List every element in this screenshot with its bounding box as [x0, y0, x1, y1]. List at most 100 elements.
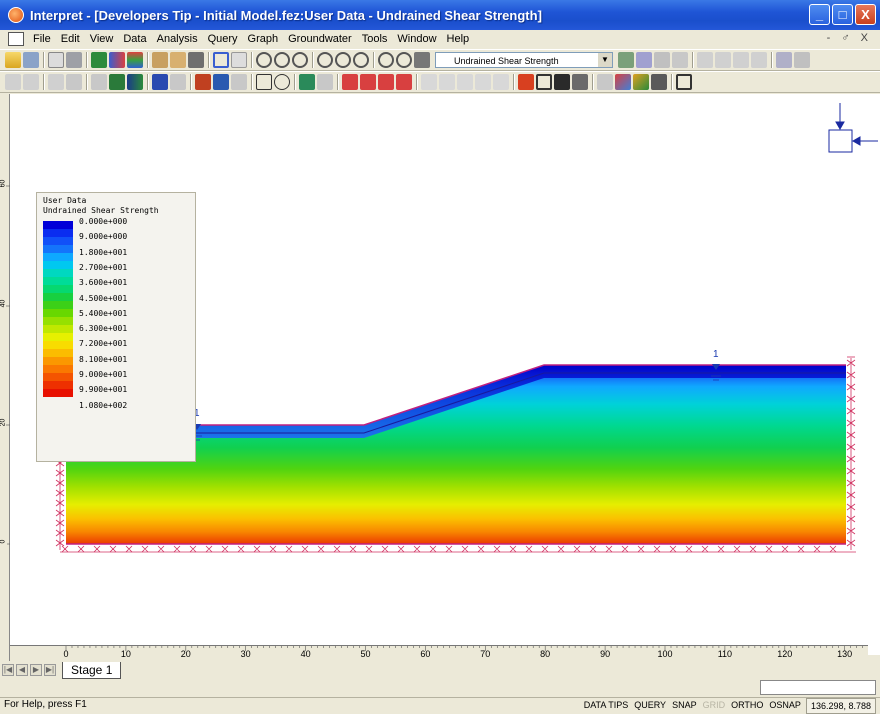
define-icon[interactable] — [91, 52, 107, 68]
menu-file[interactable]: File — [33, 33, 51, 45]
arc-icon[interactable] — [213, 74, 229, 90]
first-stage-button[interactable]: |◀ — [2, 664, 14, 676]
close-button[interactable]: X — [855, 4, 876, 25]
zoom-in-icon[interactable] — [274, 52, 290, 68]
insert-icon[interactable] — [457, 74, 473, 90]
ruler-icon[interactable] — [439, 74, 455, 90]
previous-stage-button[interactable]: ◀ — [16, 664, 28, 676]
palette-icon[interactable] — [633, 74, 649, 90]
mesh-icon[interactable] — [91, 74, 107, 90]
text-box-icon[interactable] — [299, 74, 315, 90]
chevron-down-icon[interactable]: ▼ — [598, 53, 612, 67]
fill-icon[interactable] — [317, 74, 333, 90]
print-preview-icon[interactable] — [48, 52, 64, 68]
frame-icon[interactable] — [213, 52, 229, 68]
properties-icon[interactable] — [493, 74, 509, 90]
status-grid[interactable]: GRID — [702, 700, 726, 710]
rectangle-icon[interactable] — [256, 74, 272, 90]
edit-vertices-icon[interactable] — [421, 74, 437, 90]
tools-icon[interactable] — [776, 52, 792, 68]
menu-graph[interactable]: Graph — [247, 33, 279, 45]
zoom-all-icon[interactable] — [414, 52, 430, 68]
fill-color-icon[interactable] — [615, 74, 631, 90]
zoom-window-icon[interactable] — [335, 52, 351, 68]
data-selector-dropdown[interactable]: Undrained Shear Strength ▼ — [435, 52, 613, 68]
mdi-controls[interactable]: - ♂ X — [826, 32, 872, 44]
model-canvas[interactable]: 1 1 — [0, 94, 880, 655]
document-icon[interactable] — [8, 32, 24, 46]
isochrones-icon[interactable] — [733, 52, 749, 68]
tab-stage-1[interactable]: Stage 1 — [62, 661, 122, 679]
zoom-objects-icon[interactable] — [256, 52, 272, 68]
deformed-mesh-icon[interactable] — [109, 74, 125, 90]
save-icon[interactable] — [23, 52, 39, 68]
delete-icon[interactable] — [475, 74, 491, 90]
delete-query-icon[interactable] — [672, 52, 688, 68]
soil-region[interactable] — [66, 365, 846, 544]
zoom-scale-icon[interactable] — [396, 52, 412, 68]
chart-icon[interactable] — [5, 74, 21, 90]
pen-icon[interactable] — [195, 74, 211, 90]
menu-analysis[interactable]: Analysis — [156, 33, 198, 45]
status-snap[interactable]: SNAP — [672, 700, 697, 710]
view-options-icon[interactable] — [676, 74, 692, 90]
menu-tools[interactable]: Tools — [361, 33, 388, 45]
layer-icon[interactable] — [572, 74, 588, 90]
zoom-out-icon[interactable] — [292, 52, 308, 68]
vectors-icon[interactable] — [715, 52, 731, 68]
arrow-icon[interactable] — [170, 74, 186, 90]
solve-icon[interactable] — [109, 52, 125, 68]
contour-legend[interactable]: User Data Undrained Shear Strength 0.000… — [36, 192, 196, 462]
legend-icon[interactable] — [66, 74, 82, 90]
status-ortho[interactable]: ORTHO — [731, 700, 764, 710]
axis-icon[interactable] — [518, 74, 534, 90]
display-options-icon[interactable] — [48, 74, 64, 90]
zoom-page-icon[interactable] — [317, 52, 333, 68]
image-icon[interactable] — [554, 74, 570, 90]
paste-icon[interactable] — [170, 52, 186, 68]
zoom-previous-icon[interactable] — [353, 52, 369, 68]
diamond-icon[interactable] — [360, 74, 376, 90]
status-osnap[interactable]: OSNAP — [769, 700, 801, 710]
graph-icon[interactable] — [636, 52, 652, 68]
ellipse-icon[interactable] — [274, 74, 290, 90]
color-icon[interactable] — [597, 74, 613, 90]
query-icon[interactable] — [618, 52, 634, 68]
menu-data[interactable]: Data — [123, 33, 147, 45]
settings-icon[interactable] — [794, 52, 810, 68]
menu-edit[interactable]: Edit — [60, 33, 80, 45]
triangle-icon[interactable] — [342, 74, 358, 90]
next-stage-button[interactable]: ▶ — [30, 664, 42, 676]
table-icon[interactable] — [188, 52, 204, 68]
chart-options-icon[interactable] — [23, 74, 39, 90]
contour-icon[interactable] — [127, 52, 143, 68]
status-query[interactable]: QUERY — [634, 700, 667, 710]
page-icon[interactable] — [231, 52, 247, 68]
maximize-button[interactable]: □ — [832, 4, 853, 25]
material-query-icon[interactable] — [654, 52, 670, 68]
box-icon[interactable] — [536, 74, 552, 90]
print-icon[interactable] — [66, 52, 82, 68]
last-stage-button[interactable]: ▶| — [44, 664, 56, 676]
menu-query[interactable]: Query — [207, 33, 238, 45]
minimize-button[interactable]: _ — [809, 4, 830, 25]
pan-icon[interactable] — [378, 52, 394, 68]
menu-window[interactable]: Window — [397, 33, 437, 45]
flow-lines-icon[interactable] — [697, 52, 713, 68]
title-bar: Interpret - [Developers Tip - Initial Mo… — [0, 0, 880, 30]
menu-view[interactable]: View — [89, 33, 114, 45]
menu-groundwater[interactable]: Groundwater — [288, 33, 352, 45]
copy-icon[interactable] — [152, 52, 168, 68]
command-input[interactable] — [760, 680, 876, 695]
dimension-icon[interactable] — [396, 74, 412, 90]
open-icon[interactable] — [5, 52, 21, 68]
angle-icon[interactable] — [378, 74, 394, 90]
menu-help[interactable]: Help — [446, 33, 470, 45]
polyline-icon[interactable] — [231, 74, 247, 90]
grid-display-icon[interactable] — [751, 52, 767, 68]
grid-options-icon[interactable] — [651, 74, 667, 90]
status-data-tips[interactable]: DATA TIPS — [583, 700, 629, 710]
line-icon[interactable] — [152, 74, 168, 90]
drawing-area[interactable]: 1 1 User Data Undrained Shear Strength 0… — [0, 94, 880, 655]
contour-fill-icon[interactable] — [127, 74, 143, 90]
